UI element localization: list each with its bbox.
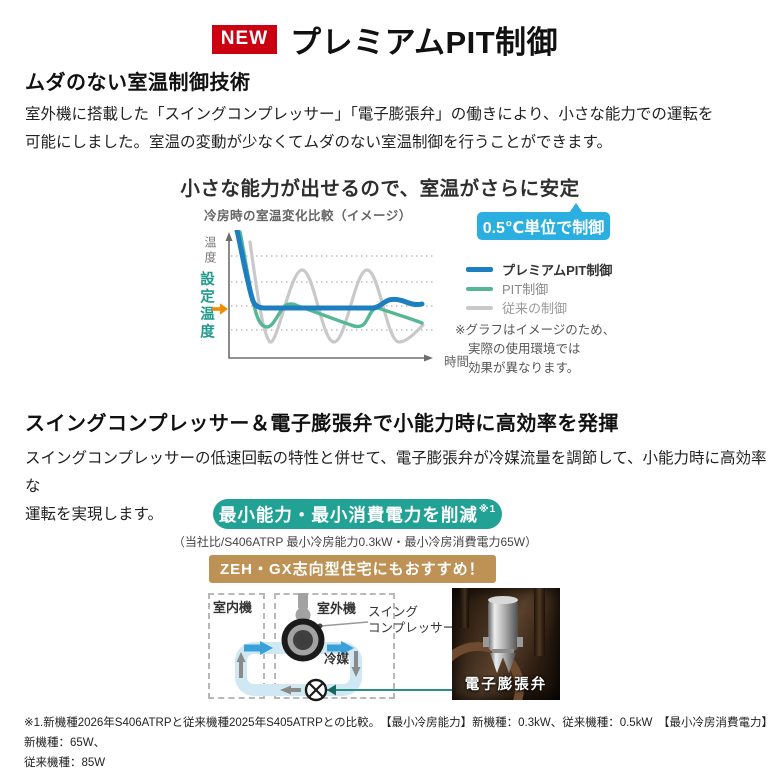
pipe-graphic: [534, 588, 545, 656]
section1-body-line2: 可能にしました。室温の変動が少なくてムダのない室温制御を行うことができます。: [25, 134, 612, 151]
new-badge: NEW: [211, 25, 278, 54]
swing-compressor-label: スイング コンプレッサー: [368, 605, 456, 635]
pill-footnote-marker: ※1: [478, 504, 497, 515]
refrigerant-label: 冷媒: [324, 652, 350, 666]
header: NEW プレミアムPIT制御: [0, 17, 770, 62]
chart-note-line3: 効果が異なります。: [468, 361, 580, 375]
legend-swatch-premium: [466, 267, 493, 272]
x-axis-label: 時間: [444, 355, 470, 369]
zeh-gx-badge: ZEH・GX志向型住宅にもおすすめ！: [209, 555, 496, 583]
chart-note-line1: ※グラフはイメージのため、: [455, 323, 616, 337]
chart-note: ※グラフはイメージのため、 実際の使用環境では 効果が異なります。: [455, 321, 615, 378]
legend-label-conventional: 従来の制御: [502, 301, 568, 316]
outdoor-unit-label: 室外機: [317, 601, 357, 616]
footnote: ※1.新機種2026年S406ATRPと従来機種2025年S405ATRPとの比…: [24, 713, 770, 770]
pipe-graphic: [460, 588, 469, 628]
section1-body: 室外機に搭載した「スイングコンプレッサー」「電子膨張弁」の働きにより、小さな能力…: [25, 101, 713, 157]
chart-note-line2: 実際の使用環境では: [468, 342, 581, 356]
expansion-valve-photo: 電子膨張弁: [452, 588, 560, 700]
legend-item-conventional: 従来の制御: [466, 298, 612, 317]
indoor-unit-label: 室内機: [213, 600, 253, 615]
pill-caption: （当社比/S406ATRP 最小冷房能力0.3kW・最小冷房消費電力65W）: [172, 535, 538, 549]
section1-heading: ムダのない室温制御技術: [25, 72, 251, 94]
set-temp-label: 設定温度: [198, 271, 214, 341]
metal-valve-graphic: [483, 596, 523, 673]
circuit-graphic: [235, 593, 460, 702]
section2-heading: スイングコンプレッサー＆電子膨張弁で小能力時に高効率を発揮: [25, 413, 619, 435]
refrigerant-circuit-diagram: 室内機 室外機 スイング コンプレッサー 冷媒: [200, 585, 580, 710]
set-temp-arrow-icon: [212, 303, 228, 315]
min-power-pill-label: 最小能力・最小消費電力を削減: [218, 504, 478, 525]
page-title: プレミアムPIT制御: [290, 25, 559, 60]
pit-control-line: [238, 230, 424, 329]
legend-label-premium: プレミアムPIT制御: [502, 263, 613, 278]
section2-body: スイングコンプレッサーの低速回転の特性と併せて、電子膨張弁が冷媒流量を調節して、…: [25, 445, 770, 529]
footnote-line2: 従来機種：85W: [24, 757, 106, 769]
conventional-control-line: [248, 240, 425, 344]
temp-control-badge: 0.5℃単位で制御: [477, 203, 610, 240]
y-axis-label: 温度: [203, 236, 217, 266]
badge-pointer-triangle: [569, 203, 583, 213]
chart-headline: 小さな能力が出せるので、室温がさらに安定: [180, 178, 580, 200]
legend-swatch-pit: [466, 286, 493, 291]
temp-control-badge-label: 0.5℃単位で制御: [482, 220, 605, 237]
legend-label-pit: PIT制御: [502, 282, 549, 297]
legend-swatch-conventional: [466, 305, 493, 310]
room-temp-chart: [225, 230, 434, 362]
footnote-line1: ※1.新機種2026年S406ATRPと従来機種2025年S405ATRPとの比…: [24, 717, 768, 749]
section1-body-line1: 室外機に搭載した「スイングコンプレッサー」「電子膨張弁」の働きにより、小さな能力…: [25, 106, 714, 123]
chart-legend: プレミアムPIT制御 PIT制御 従来の制御: [466, 260, 612, 317]
chart-subtitle: 冷房時の室温変化比較（イメージ）: [204, 209, 412, 223]
min-power-pill-badge: 最小能力・最小消費電力を削減 ※1: [213, 499, 502, 529]
legend-item-pit: PIT制御: [466, 279, 612, 298]
compressor-stem: [298, 593, 308, 609]
section2-body-line1: スイングコンプレッサーの低速回転の特性と併せて、電子膨張弁が冷媒流量を調節して、…: [25, 450, 767, 495]
section2-body-line2: 運転を実現します。: [25, 506, 163, 523]
legend-item-premium: プレミアムPIT制御: [466, 260, 612, 279]
expansion-valve-photo-label: 電子膨張弁: [464, 677, 548, 693]
premium-pit-control-line: [234, 230, 425, 311]
